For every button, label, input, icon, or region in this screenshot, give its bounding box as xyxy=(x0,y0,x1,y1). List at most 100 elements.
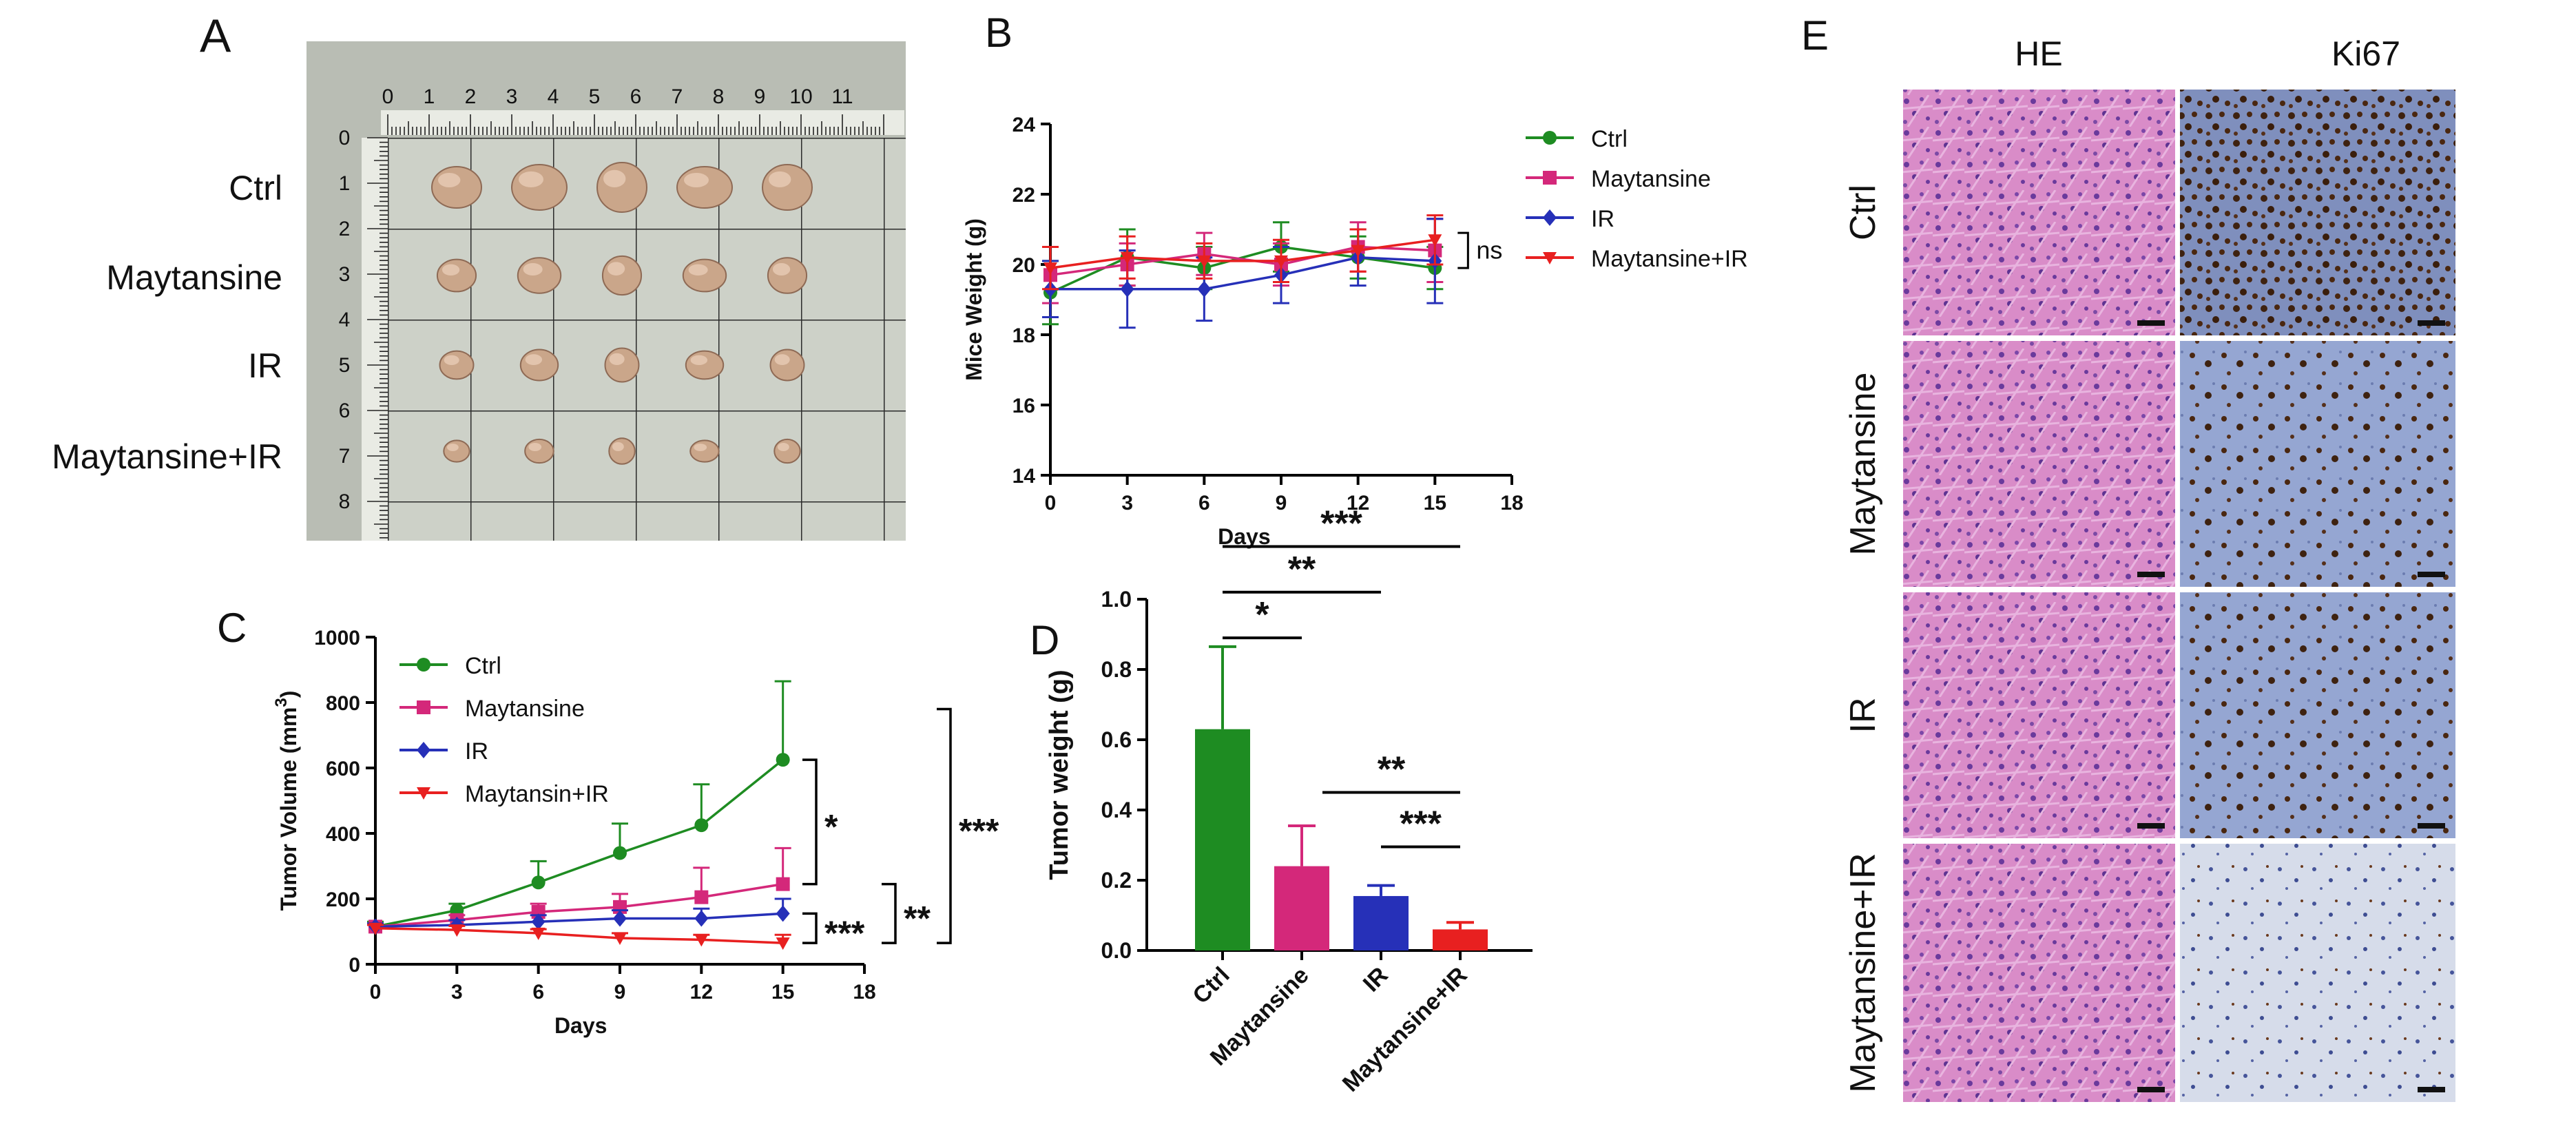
ruler-left: 0 1 2 3 4 5 6 7 8 xyxy=(339,127,388,541)
x-tick-label: 0 xyxy=(370,981,382,1004)
x-tick-label: 18 xyxy=(1500,492,1523,514)
ruler-top-number: 4 xyxy=(548,85,559,108)
data-point xyxy=(531,913,546,931)
series-line-0 xyxy=(1050,245,1435,294)
tumor-rows xyxy=(431,162,813,465)
y-tick-label: 200 xyxy=(326,888,360,911)
significance-label: *** xyxy=(959,811,999,850)
ruler-left-number: 0 xyxy=(339,127,351,149)
y-axis-label-end: ) xyxy=(276,691,301,698)
significance-label: *** xyxy=(1400,804,1442,844)
data-point xyxy=(1197,280,1212,298)
chart-c-tumor-volume: 0 200 400 600 800 1000 0 3 6 9 12 15 18 Days Tumor Vol… xyxy=(272,627,999,1038)
tumor xyxy=(524,438,554,464)
tumor-highlight xyxy=(774,354,790,365)
legend-label: Maytansine xyxy=(1591,166,1711,192)
data-point xyxy=(776,905,790,922)
panel-letter-c: C xyxy=(217,605,247,651)
y-tick-label: 16 xyxy=(1012,395,1035,417)
significance-label: *** xyxy=(824,914,865,953)
legend-swatch-marker xyxy=(417,700,430,714)
legend-label: IR xyxy=(1591,206,1614,232)
ruler-left-strip xyxy=(362,138,388,541)
tumor xyxy=(767,257,808,294)
x-tick-label: 9 xyxy=(614,981,626,1004)
data-point xyxy=(1274,255,1288,268)
ruler-top-number: 0 xyxy=(382,85,394,108)
y-tick-label: 24 xyxy=(1012,114,1036,136)
bar-0 xyxy=(1195,729,1250,950)
data-point xyxy=(368,922,382,935)
y-tick-label: 0 xyxy=(349,954,360,977)
ruler-top-number: 11 xyxy=(831,85,853,108)
tumor-highlight xyxy=(446,444,459,451)
tumor xyxy=(604,347,640,383)
significance-label: ** xyxy=(1378,750,1406,790)
x-tick-label: 3 xyxy=(1121,492,1133,514)
legend-label: Maytansin+IR xyxy=(465,781,609,807)
scale-bar xyxy=(2418,320,2445,326)
significance-label: ** xyxy=(904,899,931,937)
ruler-left-number: 6 xyxy=(339,399,351,422)
ruler-left-number: 5 xyxy=(339,354,351,377)
ruler-top-number: 8 xyxy=(713,85,725,108)
data-point xyxy=(776,753,790,767)
grid-paper xyxy=(388,138,906,541)
tumor-highlight xyxy=(769,171,791,187)
tumor xyxy=(762,164,813,211)
significance-bracket xyxy=(882,882,897,944)
legend-label: Maytansine xyxy=(465,696,585,722)
series-line-3 xyxy=(1050,238,1435,269)
ruler-left-number: 7 xyxy=(339,445,351,468)
tumor-highlight xyxy=(525,354,543,365)
legend-label: Ctrl xyxy=(465,653,501,679)
tumor xyxy=(519,349,559,382)
y-tick-label: 0.2 xyxy=(1101,868,1132,893)
tumor-highlight xyxy=(694,444,707,451)
histology-row-label: IR xyxy=(1843,698,1883,734)
scale-bar xyxy=(2137,823,2165,829)
he-image-0 xyxy=(1903,90,2175,335)
significance-label: * xyxy=(1255,595,1269,635)
tumor-highlight xyxy=(438,173,461,187)
ruler-top-number: 10 xyxy=(789,85,812,108)
y-tick-label: 0.8 xyxy=(1101,657,1132,682)
y-tick-label: 20 xyxy=(1012,254,1035,277)
scale-bar xyxy=(2418,572,2445,577)
y-axis-label: Tumor weight (g) xyxy=(1045,669,1074,880)
tumor-highlight xyxy=(612,441,624,451)
ruler-top-number: 3 xyxy=(506,85,518,108)
tumor-highlight xyxy=(519,171,543,187)
histology-row-label: Ctrl xyxy=(1843,185,1883,240)
ruler-left-number: 4 xyxy=(339,309,351,331)
y-axis-label: Mice Weight (g) xyxy=(962,218,986,381)
legend-label: Maytansine+IR xyxy=(1591,246,1748,272)
tumor xyxy=(676,166,733,209)
ruler-top-number: 5 xyxy=(589,85,601,108)
he-image-2 xyxy=(1903,592,2175,838)
scale-bar xyxy=(2418,1087,2445,1092)
x-tick-label: 15 xyxy=(771,981,794,1004)
y-tick-label: 22 xyxy=(1012,184,1035,207)
data-point xyxy=(613,933,627,945)
ruler-left-number: 3 xyxy=(339,263,351,286)
bar-1 xyxy=(1274,866,1329,950)
tumor xyxy=(596,162,647,213)
series-line-2 xyxy=(1050,256,1435,291)
tumor-highlight xyxy=(528,442,542,452)
data-point xyxy=(694,910,709,927)
tumor xyxy=(517,257,562,294)
data-point xyxy=(1197,255,1212,268)
data-point xyxy=(694,934,709,947)
ruler-top-number: 9 xyxy=(754,85,766,108)
x-tick-label: 0 xyxy=(1045,492,1057,514)
histology-grid: Ctrl Maytansine IR Maytansine+IR xyxy=(1843,90,2455,1102)
chart-b-mice-weight: 14 16 18 20 22 24 0 3 6 9 12 15 18 Days Mice Weight (g… xyxy=(962,114,1748,549)
tumor-highlight xyxy=(523,262,543,276)
panel-a-group-labels: Ctrl Maytansine IR Maytansine+IR xyxy=(52,169,282,476)
column-header-he: HE xyxy=(2015,34,2062,73)
tumor xyxy=(443,439,470,463)
ruler-left-number: 2 xyxy=(339,218,351,240)
y-axis-label: Tumor Volume (mm3) xyxy=(272,691,301,911)
tumor xyxy=(682,258,727,293)
